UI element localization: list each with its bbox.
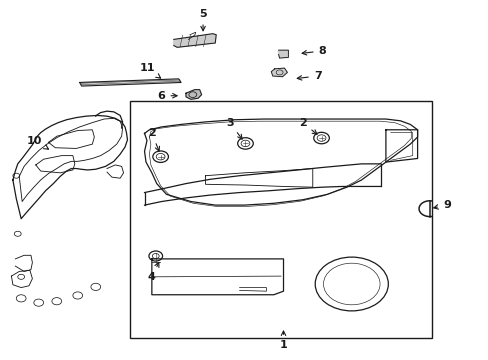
Bar xyxy=(130,101,431,338)
Text: 1: 1 xyxy=(279,331,287,350)
Text: 5: 5 xyxy=(199,9,206,31)
Text: 6: 6 xyxy=(157,91,177,101)
Polygon shape xyxy=(278,50,288,58)
Polygon shape xyxy=(80,79,181,86)
Text: 3: 3 xyxy=(225,118,242,139)
Text: 4: 4 xyxy=(147,262,159,282)
Text: 2: 2 xyxy=(299,118,316,134)
Text: 9: 9 xyxy=(433,200,450,210)
Text: 2: 2 xyxy=(148,129,159,151)
Polygon shape xyxy=(271,68,287,77)
Text: 8: 8 xyxy=(302,46,325,56)
Text: 11: 11 xyxy=(139,63,160,78)
Text: 10: 10 xyxy=(27,136,48,149)
Polygon shape xyxy=(173,34,216,47)
Text: 7: 7 xyxy=(297,71,321,81)
Polygon shape xyxy=(185,90,201,99)
